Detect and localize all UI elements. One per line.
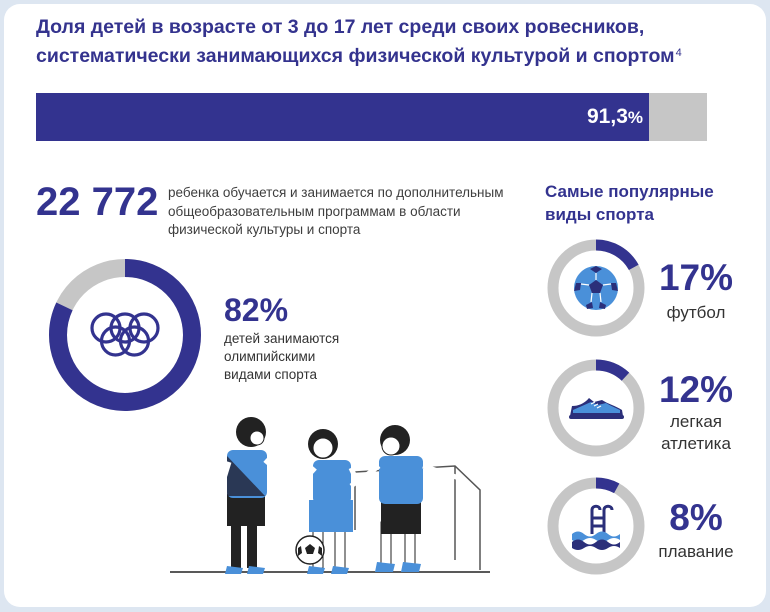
olympic-donut (49, 259, 201, 411)
kid-left (218, 417, 295, 574)
title-text: Доля детей в возрасте от 3 до 17 лет сре… (36, 16, 675, 67)
swimming-label: плавание (658, 542, 734, 561)
share-bar-unit: % (627, 108, 643, 127)
sneaker-icon (569, 398, 624, 419)
olympic-donut-arc (49, 259, 201, 411)
share-bar: 91,3% (36, 93, 707, 141)
kid-right (349, 425, 466, 572)
soccer-ball-icon (574, 266, 618, 310)
swimming-percent: 8% (669, 497, 723, 538)
football-donut-arc (547, 239, 645, 337)
football-percent: 17% (658, 257, 734, 298)
share-bar-number: 91,3 (587, 105, 628, 128)
athletics-donut-arc (547, 359, 645, 457)
athletics-label-text: легкая атлетика (661, 412, 731, 453)
athletics-percent: 12% (658, 369, 734, 410)
football-label: футбол (666, 303, 726, 322)
athletics-label: легкая атлетика (641, 411, 751, 455)
swimming-donut (547, 477, 645, 575)
kids-football-illustration (170, 417, 490, 574)
athletics-donut (547, 359, 645, 457)
soccer-ball-icon (295, 535, 325, 565)
popular-sports-title: Самые популярные виды спорта (545, 182, 714, 224)
page-title: Доля детей в возрасте от 3 до 17 лет сре… (36, 14, 736, 69)
share-bar-value: 91,3% (36, 93, 643, 141)
share-bar-fill (36, 93, 649, 141)
olympic-percent: 82% (224, 292, 289, 328)
students-description: ребенка обучается и занимается по дополн… (168, 185, 504, 237)
olympic-rings-icon (90, 312, 160, 357)
olympic-description: детей занимаются олимпийскими видами спо… (224, 331, 340, 382)
students-count: 22 772 (36, 180, 159, 224)
swimming-pool-icon (572, 504, 620, 550)
swimming-donut-arc (547, 477, 645, 575)
title-footnote: 4 (675, 47, 682, 59)
football-donut (547, 239, 645, 337)
